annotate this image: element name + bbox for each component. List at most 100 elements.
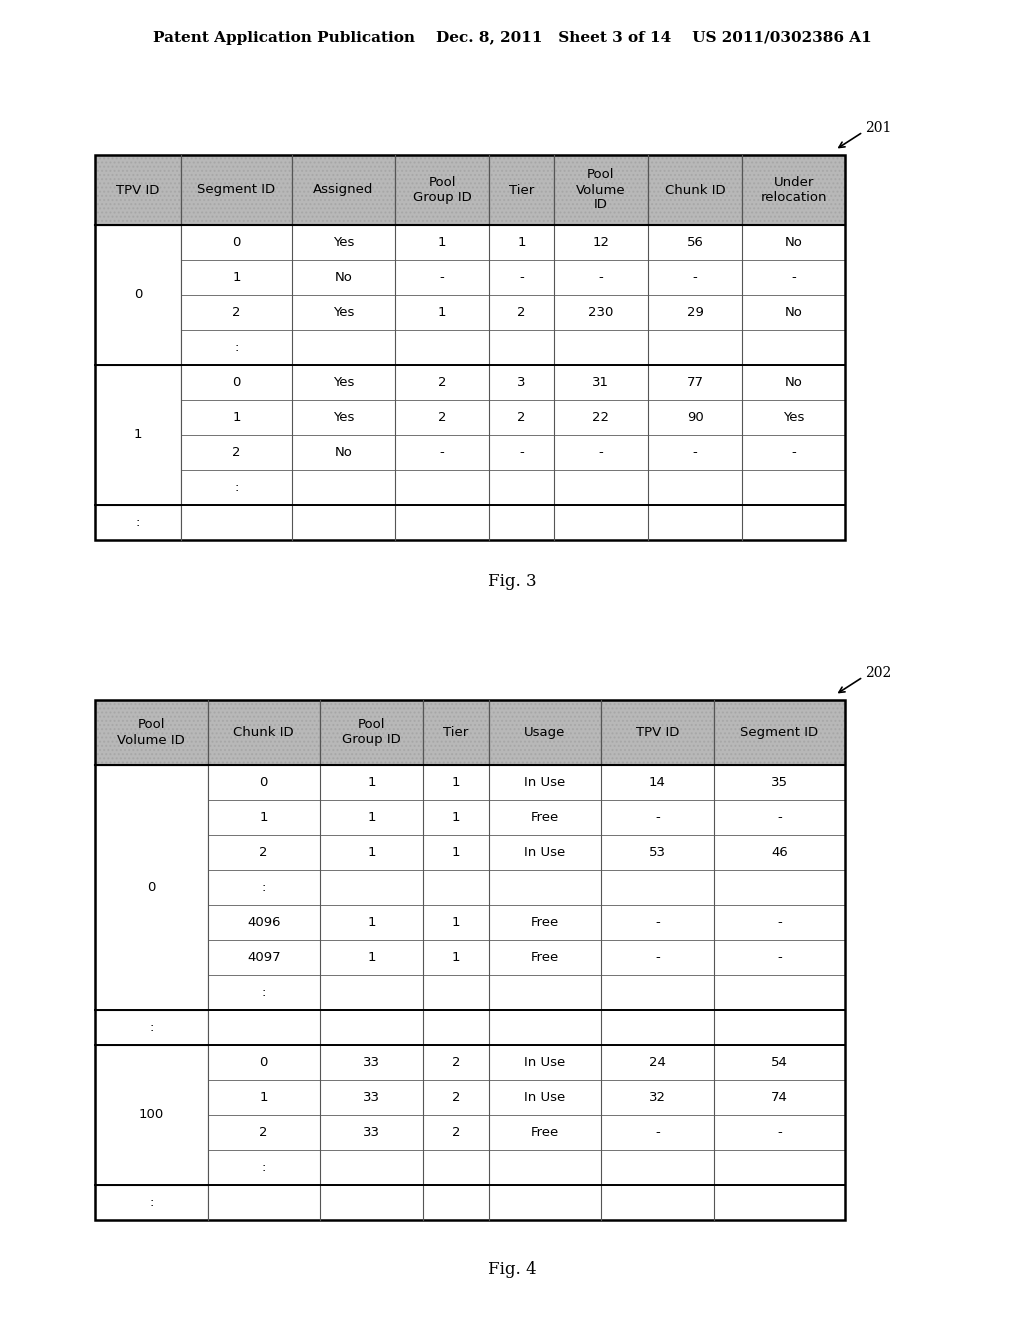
Text: 1: 1 xyxy=(452,950,460,964)
Text: 0: 0 xyxy=(232,376,241,389)
Bar xyxy=(395,154,489,224)
Text: 2: 2 xyxy=(517,306,525,319)
Text: :: : xyxy=(261,986,266,999)
Text: No: No xyxy=(784,236,803,249)
Bar xyxy=(319,870,423,906)
Bar xyxy=(488,870,601,906)
Text: 90: 90 xyxy=(687,411,703,424)
Text: 4096: 4096 xyxy=(247,916,281,929)
Bar xyxy=(742,154,845,224)
Bar xyxy=(395,260,489,294)
Text: 2: 2 xyxy=(259,1126,268,1139)
Bar xyxy=(292,366,395,400)
Bar xyxy=(292,260,395,294)
Bar xyxy=(489,294,554,330)
Bar xyxy=(395,224,489,260)
Text: 1: 1 xyxy=(232,411,241,424)
Bar xyxy=(601,1185,714,1220)
Text: 1: 1 xyxy=(368,846,376,859)
Text: Chunk ID: Chunk ID xyxy=(665,183,725,197)
Bar xyxy=(601,906,714,940)
Bar xyxy=(601,700,714,766)
Text: Yes: Yes xyxy=(333,376,354,389)
Bar xyxy=(489,330,554,366)
Text: -: - xyxy=(439,271,444,284)
Bar xyxy=(488,700,601,766)
Bar xyxy=(601,766,714,800)
Text: -: - xyxy=(655,950,659,964)
Text: 24: 24 xyxy=(649,1056,666,1069)
Text: 53: 53 xyxy=(649,846,666,859)
Bar xyxy=(714,766,845,800)
Bar xyxy=(648,154,742,224)
Text: 1: 1 xyxy=(452,776,460,789)
Text: Assigned: Assigned xyxy=(313,183,374,197)
Bar xyxy=(208,700,319,766)
Bar xyxy=(292,400,395,436)
Bar xyxy=(648,366,742,400)
Text: 1: 1 xyxy=(368,916,376,929)
Text: 1: 1 xyxy=(259,1092,268,1104)
Text: 56: 56 xyxy=(686,236,703,249)
Bar xyxy=(648,294,742,330)
Text: -: - xyxy=(655,1126,659,1139)
Text: 230: 230 xyxy=(588,306,613,319)
Bar xyxy=(648,330,742,366)
Text: -: - xyxy=(655,810,659,824)
Text: In Use: In Use xyxy=(524,1092,565,1104)
Text: :: : xyxy=(234,341,239,354)
Text: 2: 2 xyxy=(517,411,525,424)
Bar xyxy=(714,975,845,1010)
Bar xyxy=(292,506,395,540)
Bar xyxy=(180,366,292,400)
Bar xyxy=(423,700,488,766)
Bar xyxy=(423,1010,488,1045)
Text: 29: 29 xyxy=(686,306,703,319)
Bar xyxy=(95,366,180,506)
Text: No: No xyxy=(335,271,352,284)
Text: -: - xyxy=(777,1126,781,1139)
Bar xyxy=(742,400,845,436)
Text: 46: 46 xyxy=(771,846,787,859)
Bar xyxy=(601,975,714,1010)
Bar xyxy=(742,154,845,224)
Text: In Use: In Use xyxy=(524,846,565,859)
Text: :: : xyxy=(135,516,140,529)
Bar xyxy=(714,870,845,906)
Bar xyxy=(292,294,395,330)
Bar xyxy=(554,366,648,400)
Text: -: - xyxy=(598,446,603,459)
Text: -: - xyxy=(777,950,781,964)
Text: 33: 33 xyxy=(364,1092,380,1104)
Bar xyxy=(208,906,319,940)
Text: 22: 22 xyxy=(592,411,609,424)
Bar xyxy=(601,1045,714,1080)
Text: -: - xyxy=(777,916,781,929)
Text: Pool
Group ID: Pool Group ID xyxy=(413,176,471,205)
Bar xyxy=(601,870,714,906)
Bar xyxy=(714,1080,845,1115)
Text: Segment ID: Segment ID xyxy=(740,726,818,739)
Text: 1: 1 xyxy=(438,306,446,319)
Bar xyxy=(95,506,180,540)
Text: 1: 1 xyxy=(452,810,460,824)
Bar xyxy=(423,870,488,906)
Bar xyxy=(208,800,319,836)
Bar xyxy=(742,330,845,366)
Bar xyxy=(742,506,845,540)
Text: 1: 1 xyxy=(259,810,268,824)
Bar xyxy=(95,700,208,766)
Bar xyxy=(319,1010,423,1045)
Bar xyxy=(714,700,845,766)
Bar xyxy=(488,1080,601,1115)
Bar xyxy=(319,1185,423,1220)
Text: Usage: Usage xyxy=(524,726,565,739)
Bar xyxy=(488,1115,601,1150)
Bar xyxy=(423,1185,488,1220)
Text: -: - xyxy=(439,446,444,459)
Bar xyxy=(180,224,292,260)
Text: 0: 0 xyxy=(259,1056,268,1069)
Text: Pool
Group ID: Pool Group ID xyxy=(342,718,401,747)
Bar xyxy=(489,506,554,540)
Bar xyxy=(554,470,648,506)
